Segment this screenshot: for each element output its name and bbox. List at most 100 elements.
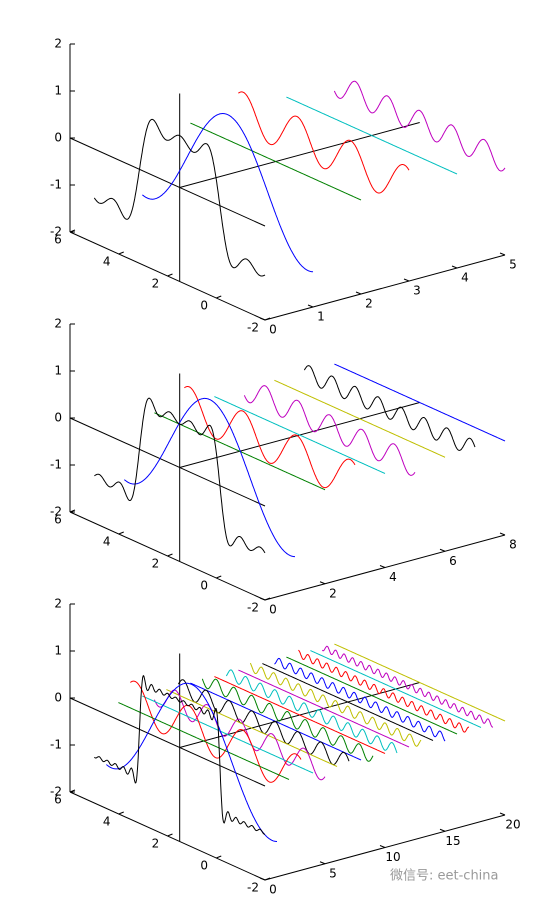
z-tick-label: -2 bbox=[50, 785, 62, 799]
y-tick bbox=[264, 597, 271, 601]
x-tick bbox=[259, 877, 266, 881]
harmonic-curve bbox=[214, 676, 386, 754]
harmonic-curve bbox=[333, 80, 506, 172]
harmonic-curve bbox=[334, 643, 506, 722]
x-tick bbox=[259, 597, 266, 601]
harmonic-curve bbox=[249, 662, 422, 747]
x-tick-label: 20 bbox=[505, 818, 520, 832]
x-tick bbox=[379, 565, 386, 568]
z-tick-label: -1 bbox=[50, 738, 62, 752]
z-tick-label: 0 bbox=[54, 131, 62, 145]
harmonic-curve bbox=[130, 680, 302, 783]
z-tick-label: 2 bbox=[54, 597, 62, 611]
x-tick bbox=[259, 317, 266, 321]
x-tick-label: 0 bbox=[269, 883, 277, 897]
x-tick-label: 6 bbox=[449, 554, 457, 568]
watermark: 微信号: eet-china bbox=[390, 869, 499, 884]
reference-line bbox=[69, 417, 266, 507]
harmonic-curve bbox=[303, 365, 476, 451]
harmonic-curve bbox=[238, 669, 410, 748]
x-tick-label: 3 bbox=[413, 284, 421, 298]
harmonic-curve bbox=[106, 682, 277, 842]
harmonic-curve bbox=[286, 96, 458, 175]
y-tick bbox=[167, 273, 173, 277]
reference-line bbox=[69, 697, 266, 787]
harmonic-curve bbox=[225, 669, 398, 754]
harmonic-curve bbox=[190, 122, 362, 201]
harmonic-curve bbox=[214, 396, 386, 474]
x-tick bbox=[439, 548, 446, 552]
x-tick bbox=[499, 252, 506, 256]
x-axis bbox=[264, 254, 506, 321]
z-tick-label: 1 bbox=[54, 84, 62, 98]
y-tick bbox=[118, 251, 124, 255]
y-tick-label: 4 bbox=[103, 255, 111, 269]
y-tick bbox=[264, 317, 271, 321]
x-tick bbox=[307, 304, 314, 308]
x-tick-label: 5 bbox=[329, 866, 337, 880]
harmonic-curve bbox=[142, 695, 314, 774]
x-tick bbox=[319, 581, 326, 585]
harmonic-curve bbox=[118, 702, 290, 780]
harmonic-curve bbox=[310, 650, 482, 728]
y-tick-label: 4 bbox=[103, 815, 111, 829]
z-tick-label: 1 bbox=[54, 644, 62, 658]
y-tick-label: 6 bbox=[54, 233, 62, 247]
y-tick-label: 0 bbox=[200, 859, 208, 873]
harmonic-curve bbox=[166, 689, 338, 767]
x-tick bbox=[439, 828, 446, 832]
y-tick bbox=[264, 877, 271, 881]
x-tick-label: 0 bbox=[269, 603, 277, 617]
harmonic-curve bbox=[243, 385, 416, 476]
sum-curve bbox=[94, 674, 265, 835]
x-tick bbox=[499, 812, 506, 816]
harmonic-curve bbox=[154, 412, 326, 491]
harmonic-curve bbox=[334, 363, 506, 442]
reference-line bbox=[69, 137, 266, 227]
y-tick-label: -2 bbox=[247, 601, 259, 615]
harmonic-curve bbox=[262, 663, 434, 741]
harmonic-curve bbox=[321, 645, 494, 728]
z-tick-label: 1 bbox=[54, 364, 62, 378]
z-tick-label: -1 bbox=[50, 458, 62, 472]
harmonic-curve bbox=[274, 379, 446, 458]
y-tick bbox=[118, 531, 124, 535]
x-tick bbox=[499, 532, 506, 536]
x-tick-label: 4 bbox=[389, 570, 397, 584]
z-tick-label: 0 bbox=[54, 691, 62, 705]
y-tick bbox=[216, 575, 222, 579]
y-tick-label: 6 bbox=[54, 793, 62, 807]
harmonic-curve bbox=[298, 649, 470, 733]
x-tick-label: 15 bbox=[445, 834, 460, 848]
x-tick-label: 0 bbox=[269, 323, 277, 337]
y-tick bbox=[69, 789, 76, 793]
harmonic-curve bbox=[177, 679, 350, 766]
harmonic-curve bbox=[124, 397, 295, 558]
z-tick-label: 2 bbox=[54, 317, 62, 331]
harmonic-curve bbox=[238, 91, 410, 194]
y-tick-label: 0 bbox=[200, 579, 208, 593]
y-tick bbox=[167, 833, 173, 837]
harmonic-curve bbox=[201, 678, 374, 762]
y-tick bbox=[118, 811, 124, 815]
x-tick-label: 5 bbox=[509, 258, 517, 272]
y-tick bbox=[69, 229, 76, 233]
z-tick-label: -2 bbox=[50, 505, 62, 519]
sum-curve bbox=[94, 397, 266, 554]
y-tick bbox=[69, 509, 76, 513]
harmonic-curve bbox=[153, 689, 326, 781]
y-tick-label: 2 bbox=[152, 277, 160, 291]
x-tick-label: 4 bbox=[461, 271, 469, 285]
sum-curve bbox=[93, 118, 266, 277]
x-tick-label: 10 bbox=[385, 850, 400, 864]
x-tick-label: 2 bbox=[329, 586, 337, 600]
y-tick-label: 2 bbox=[152, 557, 160, 571]
reference-line bbox=[179, 122, 420, 188]
x-tick-label: 1 bbox=[317, 310, 325, 324]
harmonic-curve bbox=[184, 386, 356, 489]
x-tick-label: 2 bbox=[365, 297, 373, 311]
x-tick bbox=[451, 265, 458, 269]
harmonic-curve bbox=[274, 657, 446, 742]
y-tick-label: 0 bbox=[200, 299, 208, 313]
harmonic-curve bbox=[286, 656, 458, 735]
